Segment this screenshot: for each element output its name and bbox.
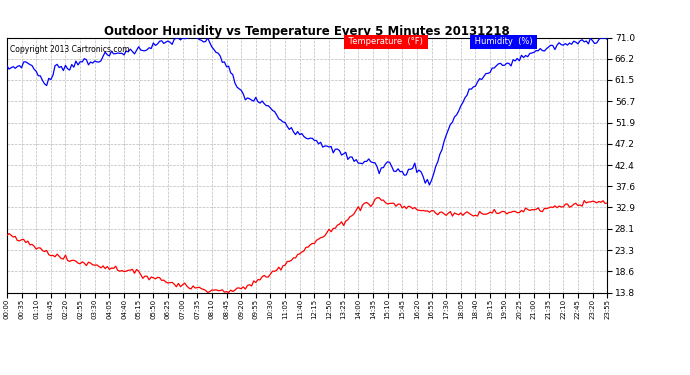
Text: Copyright 2013 Cartronics.com: Copyright 2013 Cartronics.com (10, 45, 130, 54)
Text: Humidity  (%): Humidity (%) (472, 38, 535, 46)
Title: Outdoor Humidity vs Temperature Every 5 Minutes 20131218: Outdoor Humidity vs Temperature Every 5 … (104, 24, 510, 38)
Text: Temperature  (°F): Temperature (°F) (346, 38, 426, 46)
